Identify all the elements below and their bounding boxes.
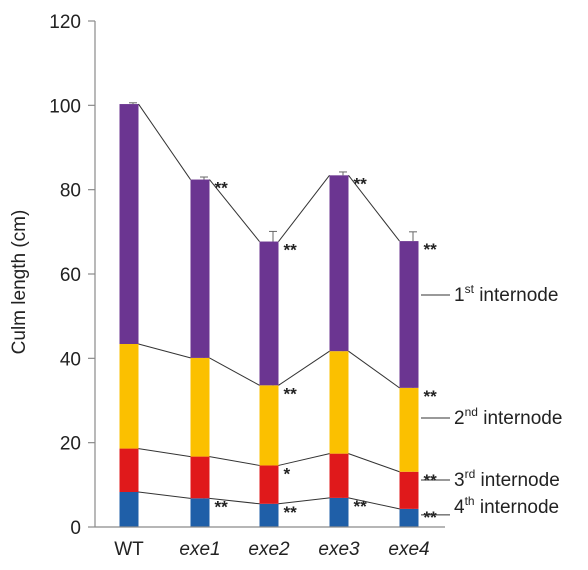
bar-segment [119,448,139,493]
x-tick-label: exe3 [318,539,360,560]
y-axis-label: Culm length (cm) [9,210,30,355]
y-tick-label: 80 [60,181,81,202]
bar-segment [329,497,349,527]
bar-segment [190,357,210,457]
connector-line [348,175,400,242]
series-label-number: 3 [454,470,465,491]
connector-line [348,453,400,473]
connector-line [278,175,330,242]
significance-mark: ** [354,174,368,193]
series-label-text: internode [474,285,559,306]
connector-line [209,456,260,466]
connector-line [278,497,330,505]
bar-segment [259,465,279,504]
x-tick-label: WT [114,539,144,560]
trend-connector-lines [138,103,400,510]
bar-segment [259,503,279,527]
connector-line [278,453,330,466]
bar-segment [119,104,139,344]
bar-segment [399,471,419,509]
significance-mark: ** [424,508,438,527]
series-label-text: internode [475,497,560,518]
significance-mark: ** [215,179,229,198]
series-label-suffix: nd [465,405,478,419]
bar-segment [190,179,210,358]
significance-mark: ** [354,497,368,516]
connector-line [138,343,191,359]
significance-mark: ** [284,503,298,522]
x-tick-label: exe4 [388,539,429,560]
connector-line [138,103,191,180]
significance-mark: ** [284,241,298,260]
bar-segment [190,456,210,499]
series-label-suffix: st [465,282,475,296]
y-tick-label: 0 [70,518,81,539]
y-tick-label: 60 [60,265,81,286]
bar-segment [329,175,349,352]
significance-mark: ** [215,497,229,516]
connector-line [348,350,400,389]
series-label: 1st internode [454,282,558,306]
significance-mark: ** [284,384,298,403]
x-tick-label: exe2 [248,539,290,560]
bar-segment [259,241,279,386]
connector-line [278,350,330,386]
series-label: 3rd internode [454,467,560,491]
connector-line [209,357,260,386]
bar-segment [399,387,419,472]
bar-segment [119,492,139,527]
series-label: 4th internode [454,494,559,518]
bar-segment [190,498,210,527]
series-label-number: 4 [454,497,465,518]
x-tick-label: exe1 [179,539,220,560]
labels: WT exe1 exe2 exe3 exe4**********************… [114,174,562,560]
axes: 0 20 40 60 80 100 120 [49,12,445,539]
series-label: 2nd internode [454,405,562,429]
connector-line [138,448,191,458]
bar-segment [259,385,279,466]
bar-segment [329,453,349,498]
series-label-text: internode [475,470,560,491]
significance-mark: ** [424,240,438,259]
series-label-suffix: th [465,494,475,508]
significance-mark: ** [424,387,438,406]
bar-segment [399,508,419,527]
bar-segments [119,102,419,527]
y-tick-label: 20 [60,434,81,455]
connector-line [209,179,260,242]
connector-line [348,497,400,510]
y-tick-label: 40 [60,349,81,370]
bar-segment [329,351,349,454]
significance-mark: * [284,464,291,483]
bar-segment [119,343,139,449]
series-label-suffix: rd [465,467,476,481]
y-tick-label: 100 [49,96,81,117]
series-label-number: 1 [454,285,465,306]
connector-line [138,491,191,499]
connector-line [209,497,260,505]
y-tick-label: 120 [49,12,81,33]
series-label-number: 2 [454,408,465,429]
bar-segment [399,241,419,388]
series-label-text: internode [478,408,563,429]
